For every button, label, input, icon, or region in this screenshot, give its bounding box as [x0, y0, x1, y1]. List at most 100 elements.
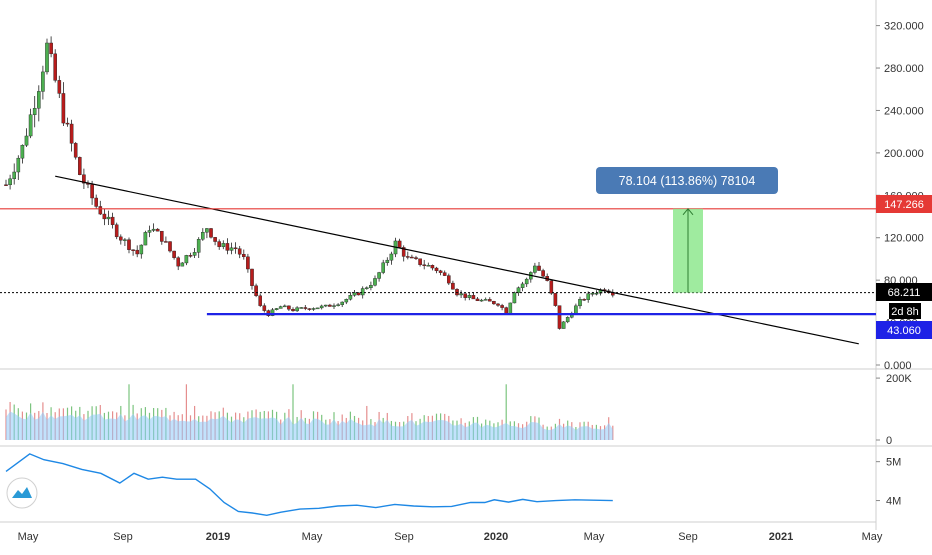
candle-body — [348, 295, 353, 300]
candle-body — [594, 292, 599, 295]
tradingview-logo[interactable] — [6, 477, 38, 509]
candle-body — [159, 230, 164, 242]
candle-body — [516, 287, 521, 293]
candle-body — [295, 307, 299, 312]
candle-body — [102, 213, 107, 220]
y-tick-label: 280.000 — [884, 63, 924, 75]
candle-body — [184, 255, 189, 264]
candle-body — [94, 197, 98, 207]
measure-label-box — [596, 167, 778, 194]
x-tick-label: 2021 — [769, 531, 793, 543]
candle-body — [459, 293, 463, 296]
candle-body — [209, 228, 213, 238]
measure-label[interactable]: 78.104 (113.86%) 78104 — [596, 167, 778, 194]
resistance-price-tag — [876, 195, 932, 213]
support-price-label: 43.060 — [887, 325, 921, 337]
candle-body — [168, 241, 172, 252]
candle-body — [299, 307, 304, 309]
candle-body — [213, 237, 217, 242]
y-tick-label: 120.000 — [884, 233, 924, 245]
candle-body — [8, 178, 12, 186]
candle-body — [127, 239, 131, 250]
candle-body — [196, 238, 201, 253]
candle-body — [24, 135, 29, 146]
candle-body — [291, 309, 295, 312]
last-price-label: 68.211 — [888, 287, 921, 299]
candle-body — [270, 309, 275, 316]
resistance-price-label: 147.266 — [884, 199, 924, 211]
candle-body — [467, 295, 472, 298]
candle-body — [188, 255, 193, 257]
candle-body — [471, 295, 476, 300]
volume-tick-label: 0 — [886, 435, 892, 447]
candle-body — [373, 278, 377, 286]
candle-body — [200, 232, 205, 240]
candle-body — [504, 307, 509, 314]
candle-body — [32, 107, 37, 115]
countdown-tag: 2d 8h — [889, 303, 921, 319]
candle-body — [586, 293, 590, 300]
candle-body — [434, 267, 439, 272]
candle-body — [283, 305, 287, 308]
candle-body — [332, 305, 336, 307]
candle-body — [574, 305, 578, 314]
candle-body — [106, 216, 111, 220]
candle-body — [205, 228, 209, 233]
candle-body — [147, 230, 152, 233]
y-tick-label: 200.000 — [884, 148, 924, 160]
candle-body — [303, 307, 308, 309]
x-tick-label: Sep — [678, 531, 698, 543]
x-tick-label: 2020 — [484, 531, 508, 543]
candle-body — [77, 157, 82, 175]
candle-body — [582, 299, 586, 301]
candle-body — [508, 302, 513, 314]
volume-ma-area — [6, 411, 613, 440]
candle-body — [164, 241, 168, 243]
candle-body — [561, 321, 566, 329]
x-tick-label: May — [302, 531, 323, 543]
obv-pane — [5, 453, 613, 517]
candle-body — [246, 256, 250, 270]
candle-body — [250, 268, 254, 286]
candle-body — [254, 285, 258, 296]
candle-body — [241, 254, 246, 258]
candle-body — [287, 305, 291, 310]
candle-body — [389, 253, 394, 261]
candle-body — [500, 305, 504, 308]
candle-body — [340, 301, 345, 305]
drawings[interactable] — [0, 175, 876, 345]
candle-body — [492, 301, 496, 305]
candle-body — [479, 299, 484, 302]
candle-body — [578, 299, 582, 307]
candle-body — [110, 216, 115, 225]
candle-body — [565, 317, 570, 323]
obv-line — [5, 453, 613, 517]
candle-body — [45, 42, 49, 73]
candle-body — [143, 232, 148, 246]
candle-body — [319, 305, 324, 309]
candle-body — [377, 272, 381, 279]
x-tick-label: May — [18, 531, 39, 543]
candle-body — [176, 257, 181, 267]
candle-body — [344, 299, 349, 303]
candle-body — [451, 282, 455, 290]
candle-body — [49, 42, 53, 55]
measure-arrow-head — [682, 208, 694, 216]
candle-body — [258, 295, 263, 306]
x-tick-label: 2019 — [206, 531, 230, 543]
candle-body — [537, 265, 541, 271]
candle-body — [172, 250, 176, 258]
candle-body — [233, 247, 238, 250]
candle-body — [397, 240, 402, 248]
x-tick-label: Sep — [113, 531, 133, 543]
candle-body — [57, 80, 62, 94]
obv-tick-label: 5M — [886, 457, 901, 469]
candle-body — [426, 265, 431, 267]
candle-body — [274, 308, 279, 310]
candle-body — [520, 283, 525, 288]
candle-body — [315, 307, 320, 310]
candle-body — [16, 157, 21, 173]
candle-body — [369, 285, 373, 288]
